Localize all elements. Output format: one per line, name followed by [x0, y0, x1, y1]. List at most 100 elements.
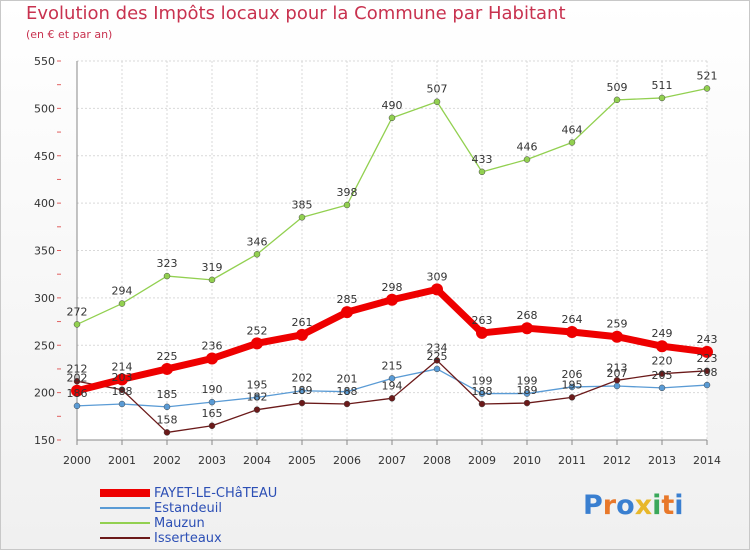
data-point: [208, 276, 216, 284]
data-point: [701, 345, 713, 358]
x-tick-label: 2000: [63, 454, 91, 467]
legend-label: Estandeuil: [154, 500, 223, 516]
legend-swatch: [100, 537, 150, 539]
legend-label: FAYET-LE-CHâTEAU: [154, 485, 278, 501]
data-point: [343, 201, 351, 209]
data-label: 186: [67, 387, 88, 400]
data-point: [566, 325, 578, 338]
data-label: 206: [562, 368, 583, 381]
data-label: 189: [292, 384, 313, 397]
y-tick-label: 500: [34, 102, 55, 115]
data-label: 203: [112, 371, 133, 384]
data-label: 259: [607, 318, 628, 331]
data-label: 223: [697, 352, 718, 365]
data-label: 309: [427, 270, 448, 283]
data-point: [298, 214, 306, 221]
data-label: 509: [607, 81, 628, 94]
x-tick-label: 2003: [198, 454, 226, 467]
data-label: 249: [652, 327, 673, 340]
y-tick-label: 300: [34, 292, 55, 305]
data-point: [703, 367, 711, 375]
data-label: 285: [337, 293, 358, 306]
data-point: [73, 378, 81, 385]
data-point: [388, 114, 396, 122]
data-label: 199: [472, 375, 493, 388]
legend-swatch: [100, 522, 150, 524]
y-tick-label: 550: [34, 55, 55, 68]
data-point: [253, 394, 261, 401]
data-label: 158: [157, 413, 178, 426]
data-point: [568, 139, 576, 146]
data-label: 202: [67, 372, 88, 385]
data-point: [388, 395, 396, 402]
data-label: 323: [157, 257, 178, 270]
data-point: [613, 96, 621, 104]
x-tick-label: 2007: [378, 454, 406, 467]
chart-title: Evolution des Impôts locaux pour la Comm…: [26, 3, 566, 24]
data-point: [703, 85, 711, 92]
data-label: 521: [697, 69, 718, 82]
data-point: [118, 300, 126, 307]
data-label: 385: [292, 198, 313, 211]
x-tick-label: 2004: [243, 454, 271, 467]
data-point: [521, 322, 533, 335]
data-label: 446: [517, 141, 538, 154]
data-point: [118, 386, 126, 394]
data-point: [253, 251, 261, 258]
data-label: 212: [67, 362, 88, 375]
data-label: 189: [517, 384, 538, 397]
x-tick-label: 2006: [333, 454, 361, 467]
data-label: 268: [517, 309, 538, 322]
legend-item: FAYET-LE-CHâTEAU: [100, 485, 278, 501]
data-point: [523, 399, 531, 407]
data-label: 433: [472, 153, 493, 166]
data-point: [298, 399, 306, 407]
y-tick-label: 350: [34, 245, 55, 258]
x-tick-label: 2011: [558, 454, 586, 467]
data-label: 511: [652, 79, 673, 92]
data-point: [296, 328, 308, 341]
data-label: 252: [247, 324, 268, 337]
data-label: 294: [112, 285, 133, 298]
x-tick-label: 2009: [468, 454, 496, 467]
data-point: [523, 156, 531, 163]
data-label: 464: [562, 123, 583, 136]
data-label: 261: [292, 316, 313, 329]
y-tick-label: 250: [34, 339, 55, 352]
data-label: 236: [202, 340, 223, 353]
data-label: 398: [337, 186, 358, 199]
data-label: 208: [697, 366, 718, 379]
data-label: 346: [247, 235, 268, 248]
data-point: [658, 370, 666, 377]
x-tick-label: 2013: [648, 454, 676, 467]
data-label: 202: [292, 372, 313, 385]
data-label: 215: [382, 359, 403, 372]
data-point: [341, 306, 353, 319]
y-tick-label: 200: [34, 387, 55, 400]
data-label: 188: [472, 385, 493, 398]
data-point: [658, 384, 666, 392]
data-label: 507: [427, 83, 448, 96]
data-point: [163, 272, 171, 280]
data-label: 225: [157, 350, 178, 363]
data-point: [206, 352, 218, 365]
data-label: 213: [607, 361, 628, 374]
legend-item: Estandeuil: [100, 500, 223, 516]
data-label: 264: [562, 313, 583, 326]
data-point: [611, 330, 623, 343]
data-point: [163, 403, 171, 411]
data-label: 205: [652, 369, 673, 382]
data-point: [343, 400, 351, 408]
x-tick-label: 2012: [603, 454, 631, 467]
data-point: [163, 429, 171, 436]
x-tick-label: 2008: [423, 454, 451, 467]
data-label: 185: [157, 388, 178, 401]
legend-label: Mauzun: [154, 515, 205, 531]
data-point: [476, 326, 488, 339]
data-label: 272: [67, 305, 88, 318]
data-label: 207: [607, 367, 628, 380]
data-label: 319: [202, 261, 223, 274]
data-point: [433, 357, 441, 364]
x-tick-label: 2005: [288, 454, 316, 467]
data-point: [208, 398, 216, 406]
